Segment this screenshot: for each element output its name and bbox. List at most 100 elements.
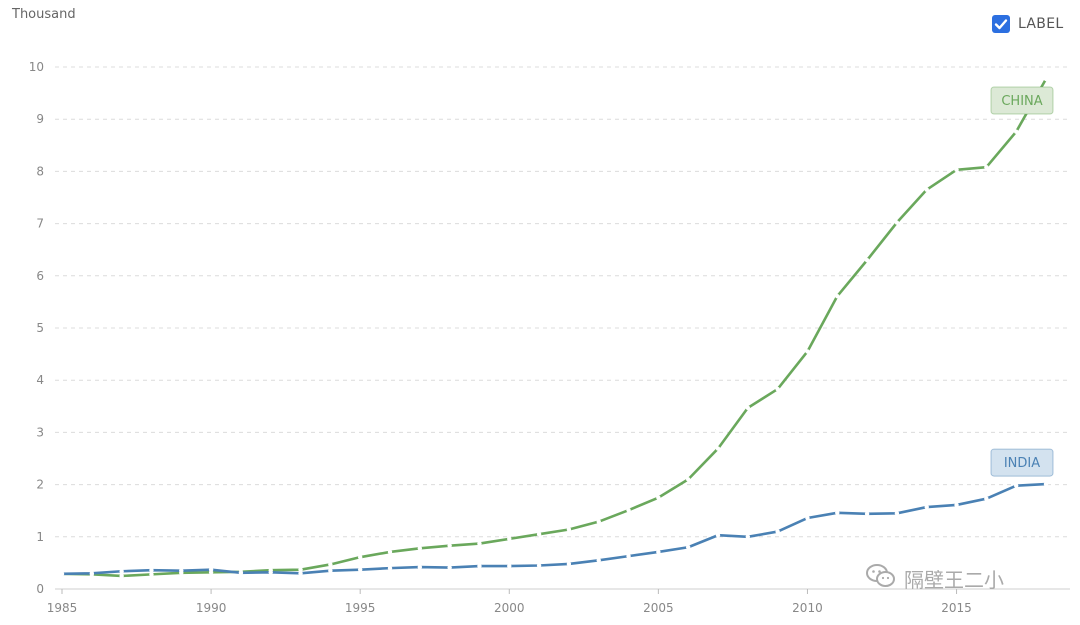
- data-point-china: [328, 562, 333, 567]
- x-tick-label: 1990: [196, 601, 227, 615]
- data-point-india: [89, 571, 95, 576]
- data-point-india: [447, 565, 452, 570]
- x-tick-label: 2000: [494, 601, 525, 615]
- data-point-china: [357, 554, 363, 560]
- data-point-india: [1013, 483, 1019, 488]
- data-point-china: [626, 507, 631, 513]
- data-point-china: [775, 386, 780, 392]
- series-china: [59, 76, 1049, 579]
- data-point-india: [656, 549, 661, 555]
- data-point-india: [954, 502, 959, 508]
- y-tick-label: 9: [36, 112, 44, 126]
- label-toggle[interactable]: LABEL: [992, 15, 1063, 33]
- x-axis: 1985 1990 1995 2000 2005 2010 2015: [47, 588, 1070, 615]
- data-point-china: [149, 572, 154, 577]
- y-tick-label: 7: [36, 217, 44, 231]
- data-point-china: [984, 165, 989, 170]
- data-point-india: [894, 511, 900, 516]
- data-point-india: [984, 496, 989, 501]
- y-tick-label: 6: [36, 269, 44, 283]
- data-point-india: [59, 571, 65, 577]
- y-tick-label: 10: [29, 60, 44, 74]
- data-point-china: [745, 405, 751, 411]
- data-point-india: [268, 570, 273, 575]
- data-point-india: [864, 511, 870, 517]
- data-point-india: [507, 563, 512, 569]
- data-point-india: [208, 567, 214, 572]
- y-axis-unit-label: Thousand: [12, 7, 76, 22]
- data-point-india: [745, 534, 751, 539]
- data-point-china: [715, 446, 721, 451]
- series-india: [59, 481, 1049, 577]
- x-tick-label: 2010: [792, 601, 823, 615]
- data-point-china: [298, 567, 303, 572]
- y-axis-ticks: 0 1 2 3 4 5 6 7 8 9 10: [29, 60, 44, 596]
- series-label-box-china: [990, 86, 1054, 115]
- data-point-india: [805, 515, 810, 521]
- data-point-china: [864, 257, 870, 263]
- data-point-india: [119, 569, 124, 574]
- data-point-china: [954, 167, 959, 173]
- y-tick-label: 4: [36, 373, 44, 387]
- series-label-box-india: [990, 448, 1054, 477]
- data-point-china: [596, 519, 601, 524]
- data-point-india: [596, 558, 601, 563]
- data-point-china: [656, 495, 661, 500]
- data-point-china: [924, 187, 929, 192]
- wechat-icon: [866, 563, 896, 594]
- y-tick-label: 8: [36, 164, 44, 178]
- data-point-india: [775, 529, 780, 534]
- data-point-india: [149, 568, 154, 573]
- data-point-india: [685, 545, 691, 550]
- data-point-india: [357, 567, 363, 572]
- series-label-text-china: CHINA: [1001, 94, 1042, 109]
- series-label-text-india: INDIA: [1004, 456, 1040, 471]
- data-point-china: [566, 527, 572, 532]
- data-point-china: [1013, 129, 1019, 134]
- x-tick-label: 2005: [643, 601, 674, 615]
- data-point-india: [566, 561, 572, 567]
- series-layer: CHINA INDIA: [59, 76, 1054, 579]
- data-point-india: [536, 563, 542, 568]
- data-point-india: [298, 571, 303, 576]
- series-label-india: INDIA: [990, 448, 1054, 477]
- data-point-china: [507, 536, 512, 542]
- y-tick-label: 3: [36, 425, 44, 439]
- data-point-china: [1043, 76, 1049, 82]
- data-point-china: [387, 549, 393, 555]
- watermark: 隔壁王二小: [866, 563, 1004, 594]
- data-point-india: [835, 510, 840, 515]
- data-point-china: [536, 531, 542, 537]
- label-toggle-text: LABEL: [1018, 16, 1064, 32]
- y-tick-label: 0: [36, 582, 44, 596]
- data-point-india: [238, 570, 244, 576]
- watermark-text: 隔壁王二小: [904, 568, 1004, 592]
- x-tick-label: 2015: [941, 601, 972, 615]
- checkbox-checked-icon[interactable]: [992, 15, 1010, 33]
- data-point-china: [417, 546, 423, 551]
- data-point-india: [387, 565, 393, 571]
- data-point-india: [477, 563, 482, 569]
- x-tick-label: 1985: [47, 601, 78, 615]
- data-point-china: [477, 541, 482, 546]
- data-point-china: [894, 220, 900, 225]
- data-point-india: [626, 553, 631, 559]
- series-line-india: [61, 482, 1047, 576]
- x-tick-label: 1995: [345, 601, 376, 615]
- y-tick-label: 1: [36, 530, 44, 544]
- data-point-india: [328, 568, 333, 573]
- data-point-india: [179, 568, 184, 573]
- gridlines: [55, 66, 1070, 538]
- data-point-india: [1043, 481, 1049, 487]
- data-point-china: [835, 293, 840, 299]
- data-point-china: [119, 573, 124, 579]
- data-point-india: [715, 533, 721, 538]
- data-point-india: [417, 564, 423, 570]
- y-tick-label: 2: [36, 478, 44, 492]
- series-label-china: CHINA: [990, 86, 1054, 115]
- y-tick-label: 5: [36, 321, 44, 335]
- data-point-india: [924, 504, 929, 510]
- series-line-china: [61, 78, 1048, 578]
- data-point-china: [685, 477, 691, 482]
